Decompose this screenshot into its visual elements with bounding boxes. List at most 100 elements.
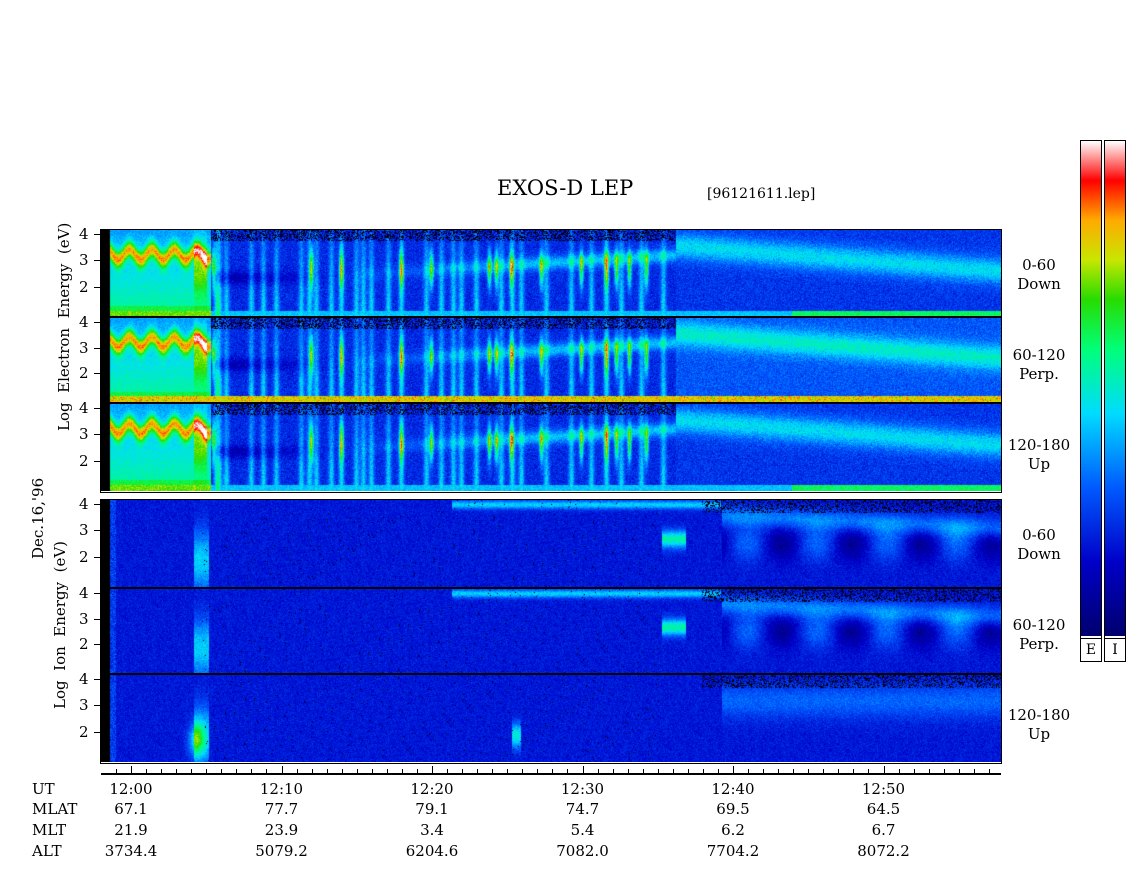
x-tick [176, 769, 177, 774]
orbit-cell: 6.2 [721, 821, 745, 839]
x-tick [537, 769, 538, 774]
y-tick-label: 3 [79, 251, 89, 270]
orbit-cell: 69.5 [716, 800, 750, 818]
pitch-angle-label: 0-60 [1022, 526, 1056, 544]
electron-ylabel-energy: Energy [55, 263, 73, 319]
electron-up-panel [101, 404, 1001, 491]
x-tick [703, 769, 704, 774]
y-tick-label: 3 [79, 521, 89, 540]
x-tick [372, 769, 373, 774]
direction-label: Perp. [1019, 635, 1059, 653]
orbit-cell: 74.7 [565, 800, 600, 818]
electron-down-heatmap [101, 230, 1001, 317]
orbit-cell: 77.7 [264, 800, 299, 818]
electron-down-panel [101, 230, 1001, 317]
x-tick [823, 769, 824, 774]
ion-down-panel [101, 500, 1001, 587]
x-tick [131, 766, 132, 774]
ion-ylabel-log: Log [51, 680, 69, 709]
panel-label-e-up: 120-180 Up [1004, 436, 1074, 474]
ion-perp-heatmap [101, 589, 1001, 674]
orbit-row-label: MLT [32, 821, 67, 839]
orbit-cell: 12:40 [711, 780, 755, 798]
orbit-row-label: UT [32, 780, 55, 798]
x-tick [297, 769, 298, 774]
electron-frame [100, 229, 1002, 493]
orbit-cell: 21.9 [114, 821, 148, 839]
y-tick [94, 434, 100, 436]
ion-up-panel [101, 675, 1001, 762]
x-tick [718, 769, 719, 774]
y-tick-label: 4 [79, 225, 89, 243]
orbit-cell: 8072.2 [857, 842, 910, 860]
panel-separator [101, 673, 1001, 675]
electron-ylabel-unit: (eV) [55, 222, 73, 255]
x-tick [613, 769, 614, 774]
y-tick-label: 2 [79, 547, 89, 566]
electron-perp-panel [101, 318, 1001, 403]
y-tick [94, 286, 100, 288]
orbit-cell: 23.9 [264, 821, 299, 839]
x-tick [583, 766, 584, 774]
x-tick [402, 769, 403, 774]
pitch-angle-label: 120-180 [1007, 436, 1071, 454]
orbit-cell: 12:20 [410, 780, 454, 798]
orbit-cell: 6204.6 [405, 842, 459, 860]
x-tick [884, 766, 885, 774]
x-tick [838, 769, 839, 774]
pitch-angle-label: 120-180 [1007, 706, 1071, 724]
x-tick [282, 766, 283, 774]
x-tick [191, 769, 192, 774]
x-tick [552, 769, 553, 774]
orbit-cell: 7082.0 [556, 842, 609, 860]
y-tick-label: 4 [79, 584, 89, 602]
x-tick [808, 769, 809, 774]
y-tick-label: 4 [79, 670, 89, 688]
x-tick [763, 769, 764, 774]
x-tick [643, 769, 644, 774]
orbit-cell: 5.4 [570, 821, 595, 839]
ion-colorbar: I [1104, 140, 1126, 662]
y-tick [94, 234, 100, 235]
electron-colorbar: E [1080, 140, 1102, 662]
panel-label-i-perp: 60-120 Perp. [1004, 616, 1074, 654]
x-tick [748, 769, 749, 774]
electron-ylabel-log: Log [55, 402, 73, 431]
x-tick [853, 769, 854, 774]
y-tick-label: 3 [79, 338, 89, 357]
y-tick-label: 3 [79, 425, 89, 444]
orbit-cell: 3.4 [420, 821, 444, 839]
x-tick [387, 769, 388, 774]
x-tick [492, 769, 493, 774]
y-tick-label: 2 [79, 451, 89, 470]
pitch-angle-label: 60-120 [1012, 346, 1066, 364]
time-axis-line [101, 773, 1001, 775]
x-tick [266, 769, 267, 774]
panel-separator [101, 587, 1001, 589]
x-tick [989, 769, 990, 774]
x-tick [959, 769, 960, 774]
orbit-cell: 6.7 [871, 821, 896, 839]
x-tick [221, 769, 222, 774]
y-tick [94, 705, 100, 707]
orbit-row-label: MLAT [32, 800, 78, 818]
x-tick [116, 769, 117, 774]
y-tick [94, 504, 100, 505]
panel-label-e-perp: 60-120 Perp. [1004, 346, 1074, 384]
orbit-cell: 67.1 [114, 800, 148, 818]
colorbar-letter-i: I [1105, 638, 1125, 661]
x-tick [342, 769, 343, 774]
x-tick [236, 769, 237, 774]
x-tick [899, 769, 900, 774]
y-tick-label: 2 [79, 277, 89, 296]
x-tick [598, 769, 599, 774]
panel-label-i-up: 120-180 Up [1004, 706, 1074, 744]
x-tick [929, 769, 930, 774]
y-tick [94, 593, 100, 594]
x-tick [974, 769, 975, 774]
pitch-angle-label: 60-120 [1012, 616, 1066, 634]
x-tick [507, 769, 508, 774]
ion-ylabel-species: Ion [51, 646, 69, 671]
colorbar-letter-e: E [1081, 638, 1101, 661]
x-tick [914, 769, 915, 774]
